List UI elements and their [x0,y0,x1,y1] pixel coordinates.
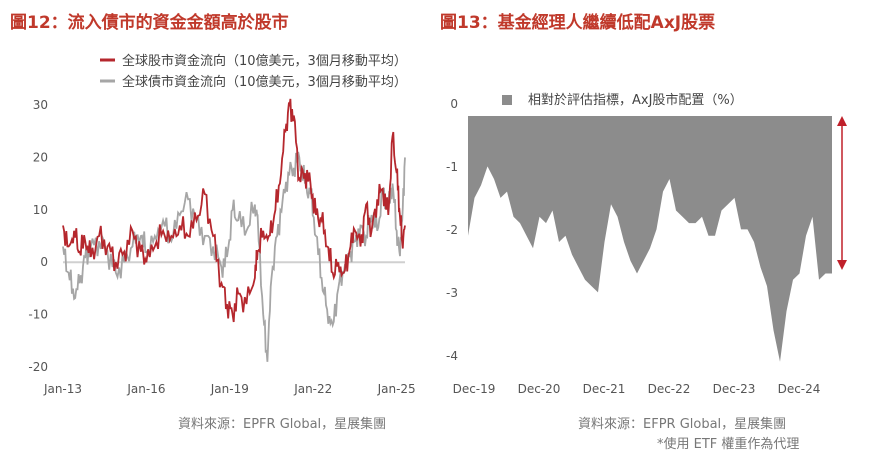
left-chart-title: 圖12：流入債市的資金金額高於股市 [10,13,289,33]
left-y-tick-label: -20 [28,360,48,374]
right-y-tick-label: -1 [446,160,458,174]
left-y-axis-ticks: 30 20 10 0 -10 -20 [28,98,48,374]
right-x-tick-label: Dec-19 [453,382,496,396]
right-note: *使用 ETF 權重作為代理 [657,437,800,452]
legend-axj-swatch [502,95,512,105]
right-y-tick-label: -3 [446,286,458,300]
left-source: 資料來源：EPFR Global，星展集團 [178,417,387,432]
right-chart-title: 圖13：基金經理人繼續低配AxJ股票 [440,13,716,33]
range-arrow [837,116,847,270]
left-legend: 全球股市資金流向（10億美元，3個月移動平均） 全球債市資金流向（10億美元，3… [100,53,407,90]
left-y-tick-label: 0 [40,255,48,269]
right-y-tick-label: 0 [450,97,458,111]
right-source: 資料來源：EFPR Global，星展集團 [578,417,787,432]
left-x-tick-label: Jan-13 [43,382,82,396]
legend-axj-label: 相對於評估指標，AxJ股市配置（%） [528,92,743,108]
left-y-tick-label: -10 [28,308,48,322]
left-chart: 全球股市資金流向（10億美元，3個月移動平均） 全球債市資金流向（10億美元，3… [28,53,415,396]
left-x-tick-label: Jan-25 [377,382,416,396]
right-x-tick-label: Dec-22 [648,382,691,396]
right-chart: 相對於評估指標，AxJ股市配置（%） 0 -1 -2 -3 -4 Dec-19 Dec-2… [446,92,847,396]
right-y-tick-label: -4 [446,349,458,363]
left-y-tick-label: 10 [33,203,48,217]
equity-flow-series-line [62,98,406,323]
left-y-tick-label: 20 [33,150,48,164]
right-x-tick-label: Dec-20 [518,382,561,396]
range-arrow-bottom-head [837,260,847,270]
legend-bond-label: 全球債市資金流向（10億美元，3個月移動平均） [122,74,407,90]
right-y-axis-ticks: 0 -1 -2 -3 -4 [446,97,458,363]
left-x-tick-label: Jan-22 [293,382,332,396]
left-x-tick-label: Jan-19 [210,382,249,396]
range-arrow-top-head [837,116,847,126]
left-x-tick-label: Jan-16 [126,382,165,396]
left-x-axis-ticks: Jan-13 Jan-16 Jan-19 Jan-22 Jan-25 [43,382,416,396]
left-y-tick-label: 30 [33,98,48,112]
legend-equity-label: 全球股市資金流向（10億美元，3個月移動平均） [122,53,407,69]
right-x-axis-ticks: Dec-19 Dec-20 Dec-21 Dec-22 Dec-23 Dec-24 [453,382,821,396]
bond-flow-series-line [62,151,406,362]
right-x-tick-label: Dec-24 [778,382,821,396]
axj-allocation-area [468,116,832,362]
right-x-tick-label: Dec-23 [713,382,756,396]
right-y-tick-label: -2 [446,223,458,237]
right-x-tick-label: Dec-21 [583,382,626,396]
